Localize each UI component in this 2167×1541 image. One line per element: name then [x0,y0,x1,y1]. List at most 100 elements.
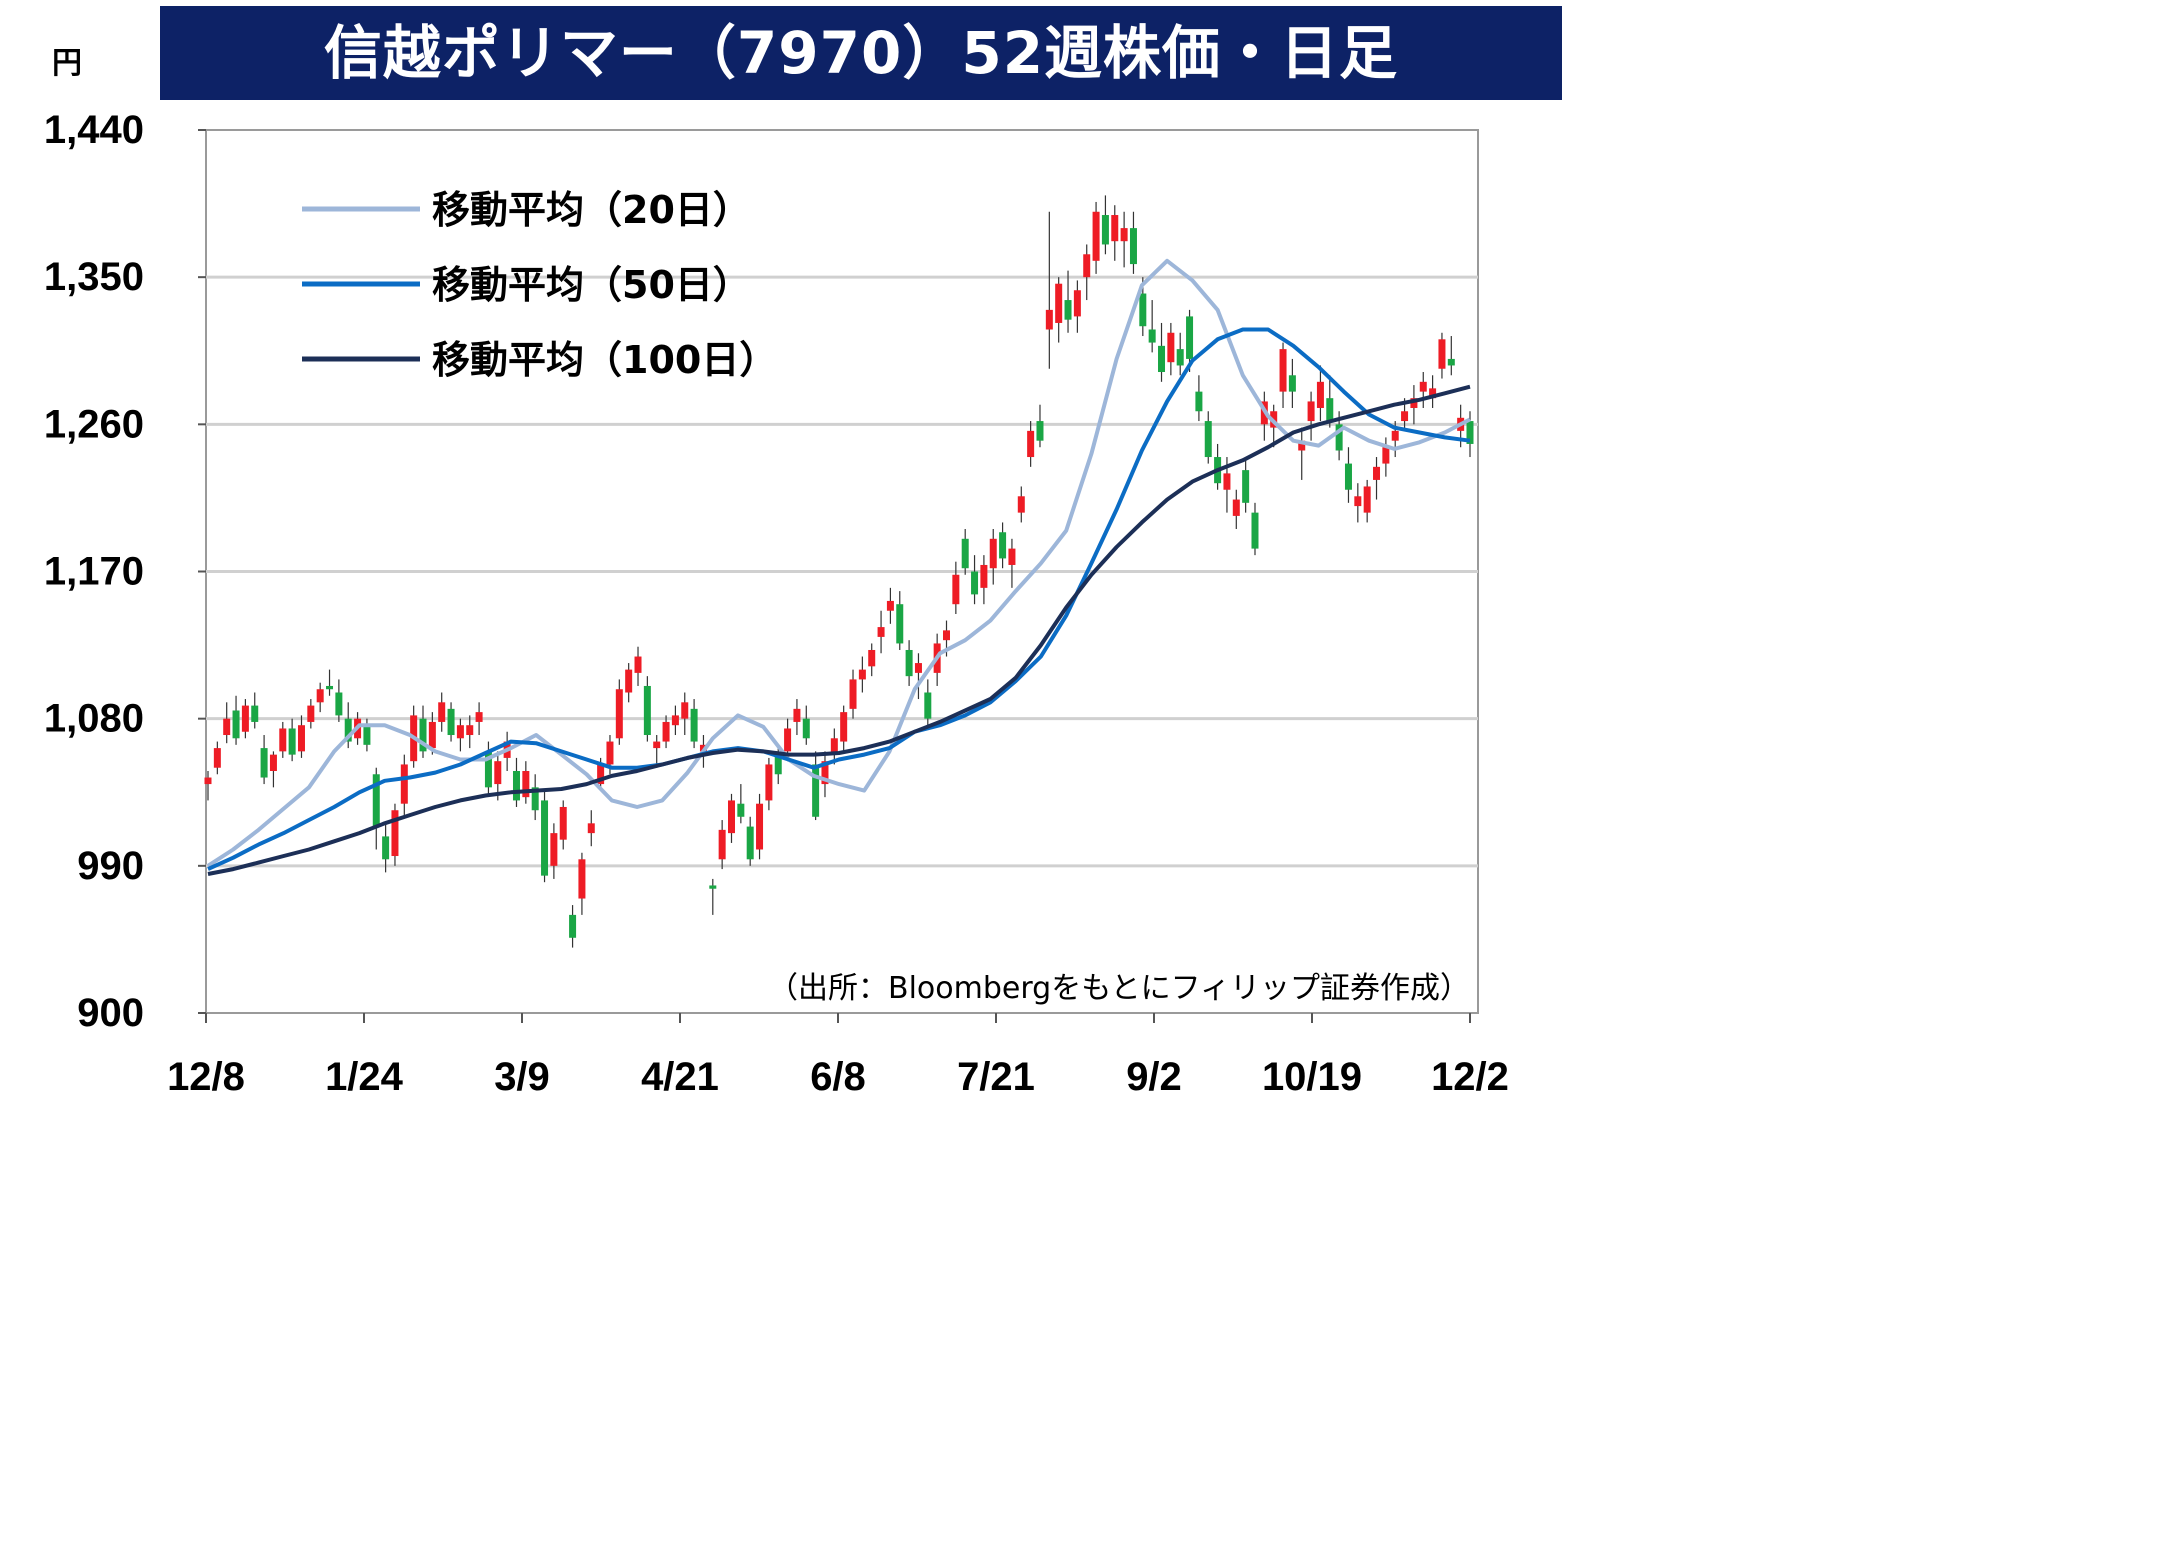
candle-up [428,721,436,749]
candle-up [391,810,399,857]
candle-down [541,800,549,876]
candle-up [213,748,221,768]
candle-down [924,692,932,719]
candle-up [1092,211,1100,261]
candle-down [484,751,492,788]
candle-up [681,702,689,719]
candle-up [1279,349,1287,392]
candle-down [1186,316,1194,359]
y-tick-label: 1,080 [44,697,144,741]
ma20-line [206,258,1471,868]
candle-down [372,774,380,827]
candle-down [382,836,390,860]
candle-up [868,649,876,667]
x-tick-label: 7/21 [957,1055,1035,1099]
candle-up [597,764,605,785]
candle-down [1148,329,1156,343]
candle-down [447,708,455,736]
candle-up [625,669,633,693]
candle-up [952,574,960,605]
candle-up [241,705,249,732]
candle-down [335,692,343,716]
candle-down [812,764,820,817]
candle-down [961,538,969,569]
candle-up [269,754,277,771]
candle-down [709,885,717,889]
candle-up [475,712,483,722]
candle-down [1101,215,1109,245]
candle-up [1111,215,1119,242]
candle-up [1073,290,1081,317]
candle-up [438,702,446,722]
candle-up [316,689,324,703]
candle-down [1195,391,1203,412]
y-tick-label: 1,350 [44,255,144,299]
candle-down [1251,512,1259,549]
candle-down [1466,421,1474,444]
x-tick-label: 10/19 [1262,1055,1362,1099]
candle-down [746,826,754,860]
legend-label: 移動平均（100日） [432,338,777,382]
candle-down [1139,293,1147,327]
candle-down [643,685,651,736]
legend-label: 移動平均（20日） [432,188,751,232]
candle-up [1391,430,1399,441]
candle-up [653,741,661,749]
x-tick-label: 4/21 [641,1055,719,1099]
candle-up [1167,332,1175,363]
candle-down [690,708,698,742]
candle-up [1223,473,1231,490]
candle-up [307,705,315,722]
y-tick-label: 1,170 [44,550,144,594]
x-tick-label: 12/8 [167,1055,245,1099]
candle-down [999,532,1007,559]
candle-up [1232,499,1240,516]
y-tick-label: 900 [77,991,144,1035]
candle-down [326,685,334,690]
candle-down [1288,375,1296,392]
candle-down [232,710,240,739]
candle-up [1307,401,1315,422]
candle-up [784,728,792,752]
candle-up [1438,339,1446,369]
ma100-line [207,384,1471,876]
candle-down [1129,228,1137,265]
candle-up [943,630,951,641]
y-axis-unit: 円 [52,46,82,81]
x-tick-label: 12/2 [1431,1055,1509,1099]
candle-up [830,738,838,755]
candle-up [559,806,567,840]
candle-up [1298,440,1306,451]
y-tick-label: 990 [77,844,144,888]
candle-up [1120,228,1128,242]
candle-up [1401,411,1409,422]
candle-up [718,829,726,860]
candle-down [1158,345,1166,373]
x-tick-label: 9/2 [1126,1055,1182,1099]
candle-up [765,764,773,801]
ma50-line [207,327,1471,871]
candle-up [223,718,231,736]
x-tick-label: 3/9 [494,1055,550,1099]
candle-up [1316,381,1324,408]
candle-down [1344,463,1352,490]
candle-up [727,800,735,834]
candle-up [578,859,586,899]
chart-title: 信越ポリマー（7970）52週株価・日足 [323,19,1399,87]
candle-up [1017,496,1025,513]
candle-down [905,649,913,677]
candle-up [456,725,464,739]
candle-up [1429,388,1437,399]
candle-up [849,679,857,709]
candle-down [1447,358,1455,366]
candle-up [615,689,623,739]
candle-up [858,669,866,680]
candle-up [989,538,997,569]
candlestick-chart: 1,440 1,350 1,260 1,170 1,080 990 900 12/8 1/24 3… [44,108,1509,1099]
candle-up [1354,496,1362,507]
candle-up [1363,486,1371,513]
candle-down [1204,421,1212,458]
candle-down [251,705,259,722]
candle-up [980,564,988,588]
candle-up [756,803,764,850]
